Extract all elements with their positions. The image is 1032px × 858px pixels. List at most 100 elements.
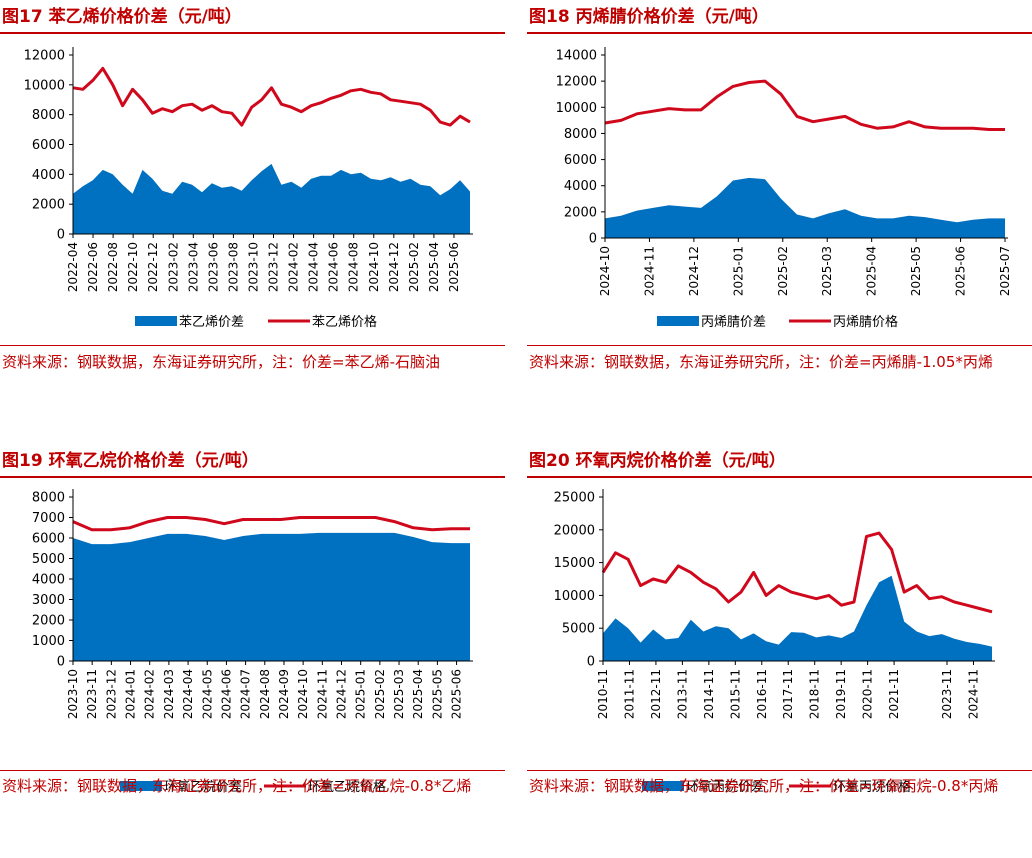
legend-label-price: 环氧丙烷价格 xyxy=(833,779,911,795)
y-tick-label: 0 xyxy=(57,655,65,670)
x-tick-label: 2024-11 xyxy=(966,669,980,719)
y-tick-label: 5000 xyxy=(32,552,65,567)
x-tick-label: 2025-01 xyxy=(354,669,368,719)
x-tick-label: 2025-04 xyxy=(865,246,879,296)
figure-title: 图20 环氧丙烷价格价差（元/吨） xyxy=(529,451,786,471)
legend-swatch-area xyxy=(642,781,684,791)
x-tick-label: 2024-12 xyxy=(387,242,401,292)
series-line-1 xyxy=(72,66,471,127)
y-tick-label: 12000 xyxy=(24,49,65,64)
y-tick-label: 2000 xyxy=(564,205,597,220)
x-tick-label: 2025-02 xyxy=(407,242,421,292)
x-tick-label: 2024-02 xyxy=(287,242,301,292)
legend-swatch-area xyxy=(135,316,177,326)
y-tick-label: 0 xyxy=(57,228,65,243)
legend-label-price: 环氧乙烷价格 xyxy=(308,779,386,795)
y-tick-label: 4000 xyxy=(564,179,597,194)
x-tick-label: 2022-08 xyxy=(106,242,120,292)
x-tick-label: 2025-02 xyxy=(373,669,387,719)
y-tick-label: 8000 xyxy=(32,108,65,123)
legend-swatch-area xyxy=(657,316,699,326)
x-tick-label: 2022-10 xyxy=(126,242,140,292)
y-tick-label: 5000 xyxy=(562,622,595,637)
x-tick-label: 2024-06 xyxy=(327,242,341,292)
y-tick-label: 6000 xyxy=(32,138,65,153)
x-tick-label: 2023-11 xyxy=(940,669,954,719)
y-tick-label: 2000 xyxy=(32,198,65,213)
x-tick-label: 2024-02 xyxy=(143,669,157,719)
chart-propylene-oxide: 0 5000 10000 15000 20000 25000 2010-11 2011-11 2… xyxy=(554,489,995,795)
y-tick-label: 2000 xyxy=(32,614,65,629)
legend-label-spread: 环氧乙烷价差 xyxy=(164,780,242,795)
figure-title: 图19 环氧乙烷价格价差（元/吨） xyxy=(2,451,259,471)
x-tick-label: 2025-02 xyxy=(776,246,790,296)
y-tick-label: 6000 xyxy=(32,532,65,547)
title-rule xyxy=(527,32,1032,34)
series-area-0 xyxy=(73,532,470,661)
x-tick-label: 2024-11 xyxy=(315,669,329,719)
x-tick-label: 2025-04 xyxy=(427,242,441,292)
x-tick-label: 2019-11 xyxy=(834,669,848,719)
panel-acrylonitrile: 图18 丙烯腈价格价差（元/吨） 0 2000 4000 6000 8000 10000 1… xyxy=(527,0,1032,414)
x-tick-label: 2024-03 xyxy=(162,669,176,719)
series-line-1 xyxy=(604,79,1005,131)
figure-title: 图17 苯乙烯价格价差（元/吨） xyxy=(2,7,242,27)
title-rule xyxy=(527,476,1032,478)
x-tick-label: 2023-12 xyxy=(267,242,281,292)
x-tick-label: 2021-11 xyxy=(887,669,901,719)
x-tick-label: 2025-04 xyxy=(411,669,425,719)
x-tick-label: 2024-12 xyxy=(687,246,701,296)
x-tick-label: 2024-04 xyxy=(181,669,195,719)
y-tick-label: 4000 xyxy=(32,168,65,183)
title-rule xyxy=(0,32,505,34)
x-tick-label: 2024-08 xyxy=(258,669,272,719)
x-tick-label: 2025-03 xyxy=(392,669,406,719)
source-rule xyxy=(0,345,505,346)
x-tick-label: 2025-03 xyxy=(820,246,834,296)
x-tick-label: 2023-02 xyxy=(166,242,180,292)
y-tick-label: 1000 xyxy=(32,634,65,649)
chart-ethylene-oxide: 0 1000 2000 3000 4000 5000 6000 7000 8000 2023-10… xyxy=(32,489,473,795)
legend-label-price: 苯乙烯价格 xyxy=(312,314,377,330)
y-tick-label: 8000 xyxy=(564,127,597,142)
x-tick-label: 2025-05 xyxy=(430,669,444,719)
x-tick-label: 2025-05 xyxy=(909,246,923,296)
x-tick-label: 2022-04 xyxy=(66,242,80,292)
legend-label-spread: 丙烯腈价差 xyxy=(701,315,766,330)
x-tick-label: 2024-04 xyxy=(307,242,321,292)
series-area-0 xyxy=(603,575,992,661)
x-tick-label: 2024-12 xyxy=(335,669,349,719)
x-tick-label: 2025-06 xyxy=(954,246,968,296)
panel-propylene-oxide: 图20 环氧丙烷价格价差（元/吨） 0 5000 10000 15000 20000 25… xyxy=(527,444,1032,858)
y-tick-label: 4000 xyxy=(32,573,65,588)
y-tick-label: 15000 xyxy=(554,556,595,571)
x-tick-label: 2024-10 xyxy=(367,242,381,292)
x-tick-label: 2023-10 xyxy=(246,242,260,292)
y-tick-label: 25000 xyxy=(554,491,595,506)
source-rule xyxy=(527,770,1032,771)
y-tick-label: 10000 xyxy=(556,101,597,116)
x-tick-label: 2020-11 xyxy=(861,669,875,719)
source-note: 资料来源：钢联数据，东海证券研究所，注：价差=丙烯腈-1.05*丙烯 xyxy=(529,353,993,371)
source-note: 资料来源：钢联数据，东海证券研究所，注：价差=环氧乙烷-0.8*乙烯 xyxy=(2,777,472,795)
x-tick-label: 2017-11 xyxy=(781,669,795,719)
legend-label-spread: 环氧丙烷价差 xyxy=(686,780,764,795)
x-tick-label: 2023-11 xyxy=(85,669,99,719)
chart-acrylonitrile: 0 2000 4000 6000 8000 10000 12000 14000 2024-10 2… xyxy=(556,47,1012,330)
x-tick-label: 2023-04 xyxy=(186,242,200,292)
panel-styrene: 图17 苯乙烯价格价差（元/吨） 0 2000 4000 6000 8000 10000 1… xyxy=(0,0,505,414)
y-tick-label: 7000 xyxy=(32,511,65,526)
x-tick-label: 2025-01 xyxy=(731,246,745,296)
x-tick-label: 2022-12 xyxy=(146,242,160,292)
x-tick-label: 2024-09 xyxy=(277,669,291,719)
x-tick-label: 2025-07 xyxy=(998,246,1012,296)
series-line-1 xyxy=(72,516,470,532)
x-tick-label: 2024-01 xyxy=(124,669,138,719)
x-tick-label: 2024-06 xyxy=(219,669,233,719)
figure-title: 图18 丙烯腈价格价差（元/吨） xyxy=(529,7,769,27)
x-tick-label: 2024-07 xyxy=(239,669,253,719)
x-tick-label: 2010-11 xyxy=(596,669,610,719)
source-note: 资料来源：钢联数据，东海证券研究所，注：价差=苯乙烯-石脑油 xyxy=(2,353,440,371)
x-tick-label: 2024-10 xyxy=(296,669,310,719)
x-tick-label: 2025-06 xyxy=(447,242,461,292)
